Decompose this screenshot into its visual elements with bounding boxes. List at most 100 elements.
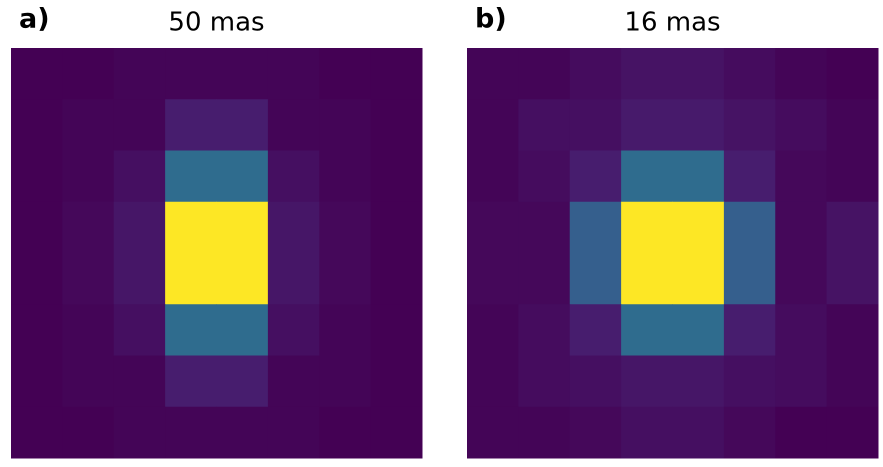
heatmap-cell <box>113 99 166 151</box>
heatmap-cell <box>826 304 879 356</box>
heatmap-cell <box>723 304 776 356</box>
heatmap-cell <box>216 201 269 254</box>
heatmap-cell <box>370 253 423 305</box>
heatmap-cell <box>11 406 63 459</box>
heatmap-cell <box>319 304 372 356</box>
heatmap-cell <box>775 406 828 459</box>
panel-label: b) <box>475 4 507 35</box>
heatmap-cell <box>319 355 372 408</box>
heatmap-cell <box>165 304 217 356</box>
heatmap-cell <box>165 48 217 100</box>
heatmap-cell <box>723 99 776 151</box>
heatmap-cell <box>826 48 879 100</box>
chart-title: 50 mas <box>168 8 264 38</box>
heatmap-cell <box>319 150 372 203</box>
heatmap-cell <box>467 150 519 203</box>
heatmap-cell <box>370 355 423 408</box>
heatmap-cell <box>826 355 879 408</box>
heatmap-cell <box>370 99 423 151</box>
heatmap-cell <box>775 355 828 408</box>
heatmap-cell <box>723 406 776 459</box>
heatmap-cell <box>62 201 115 254</box>
heatmap-cell <box>62 253 115 305</box>
heatmap-cell <box>569 201 622 254</box>
heatmap-cell <box>569 99 622 151</box>
heatmap-cell <box>216 48 269 100</box>
heatmap-cell <box>621 355 673 408</box>
heatmap-cell <box>319 99 372 151</box>
heatmap-cell <box>467 355 519 408</box>
heatmap-cell <box>775 201 828 254</box>
heatmap-cell <box>216 304 269 356</box>
heatmap-cell <box>621 48 673 100</box>
heatmap-cell <box>267 48 320 100</box>
heatmap-cell <box>165 355 217 408</box>
heatmap-cell <box>216 253 269 305</box>
heatmap-cell <box>569 150 622 203</box>
heatmap-cell <box>370 48 423 100</box>
heatmap-cell <box>672 48 725 100</box>
heatmap-cell <box>723 355 776 408</box>
heatmap-cell <box>267 150 320 203</box>
heatmap-cell <box>467 99 519 151</box>
heatmap-cell <box>11 99 63 151</box>
heatmap-cell <box>518 201 571 254</box>
heatmap-cell <box>518 150 571 203</box>
heatmap-cell <box>319 201 372 254</box>
heatmap-cell <box>569 355 622 408</box>
heatmap-cell <box>826 150 879 203</box>
heatmap-cell <box>672 304 725 356</box>
heatmap-cell <box>165 201 217 254</box>
heatmap-cell <box>113 150 166 203</box>
heatmap-cell <box>113 48 166 100</box>
heatmap-cell <box>62 150 115 203</box>
heatmap-cell <box>11 355 63 408</box>
heatmap-cell <box>775 304 828 356</box>
heatmap-cell <box>62 99 115 151</box>
heatmap-cell <box>319 406 372 459</box>
heatmap-cell <box>467 253 519 305</box>
heatmap-cell <box>467 304 519 356</box>
heatmap-cell <box>826 253 879 305</box>
heatmap-cell <box>62 355 115 408</box>
heatmap-cell <box>62 48 115 100</box>
heatmap-cell <box>370 304 423 356</box>
heatmap-cell <box>569 253 622 305</box>
heatmap-cell <box>113 355 166 408</box>
heatmap-cell <box>518 48 571 100</box>
heatmap-cell <box>113 304 166 356</box>
heatmap-cell <box>723 253 776 305</box>
heatmap-cell <box>165 253 217 305</box>
heatmap-cell <box>11 253 63 305</box>
heatmap-cell <box>165 406 217 459</box>
heatmap-cell <box>723 150 776 203</box>
heatmap-cell <box>826 406 879 459</box>
heatmap-cell <box>672 201 725 254</box>
heatmap-cell <box>370 406 423 459</box>
heatmap-cell <box>621 201 673 254</box>
heatmap-cell <box>467 48 519 100</box>
heatmap-cell <box>113 201 166 254</box>
heatmap-cell <box>11 48 63 100</box>
heatmap-cell <box>621 253 673 305</box>
heatmap-cell <box>672 99 725 151</box>
heatmap-cell <box>319 253 372 305</box>
heatmap-cell <box>370 150 423 203</box>
heatmap-cell <box>216 355 269 408</box>
heatmap-cell <box>165 150 217 203</box>
heatmap-cell <box>621 99 673 151</box>
heatmap-cell <box>370 201 423 254</box>
heatmap-cell <box>11 150 63 203</box>
heatmap-cell <box>775 99 828 151</box>
heatmap-cell <box>569 406 622 459</box>
heatmap-cell <box>621 150 673 203</box>
heatmap-cell <box>672 253 725 305</box>
heatmap-cell <box>775 253 828 305</box>
heatmap-cell <box>467 406 519 459</box>
heatmap-cell <box>518 355 571 408</box>
heatmap-cell <box>826 99 879 151</box>
heatmap-cell <box>62 406 115 459</box>
heatmap-cell <box>319 48 372 100</box>
heatmap-cell <box>621 406 673 459</box>
